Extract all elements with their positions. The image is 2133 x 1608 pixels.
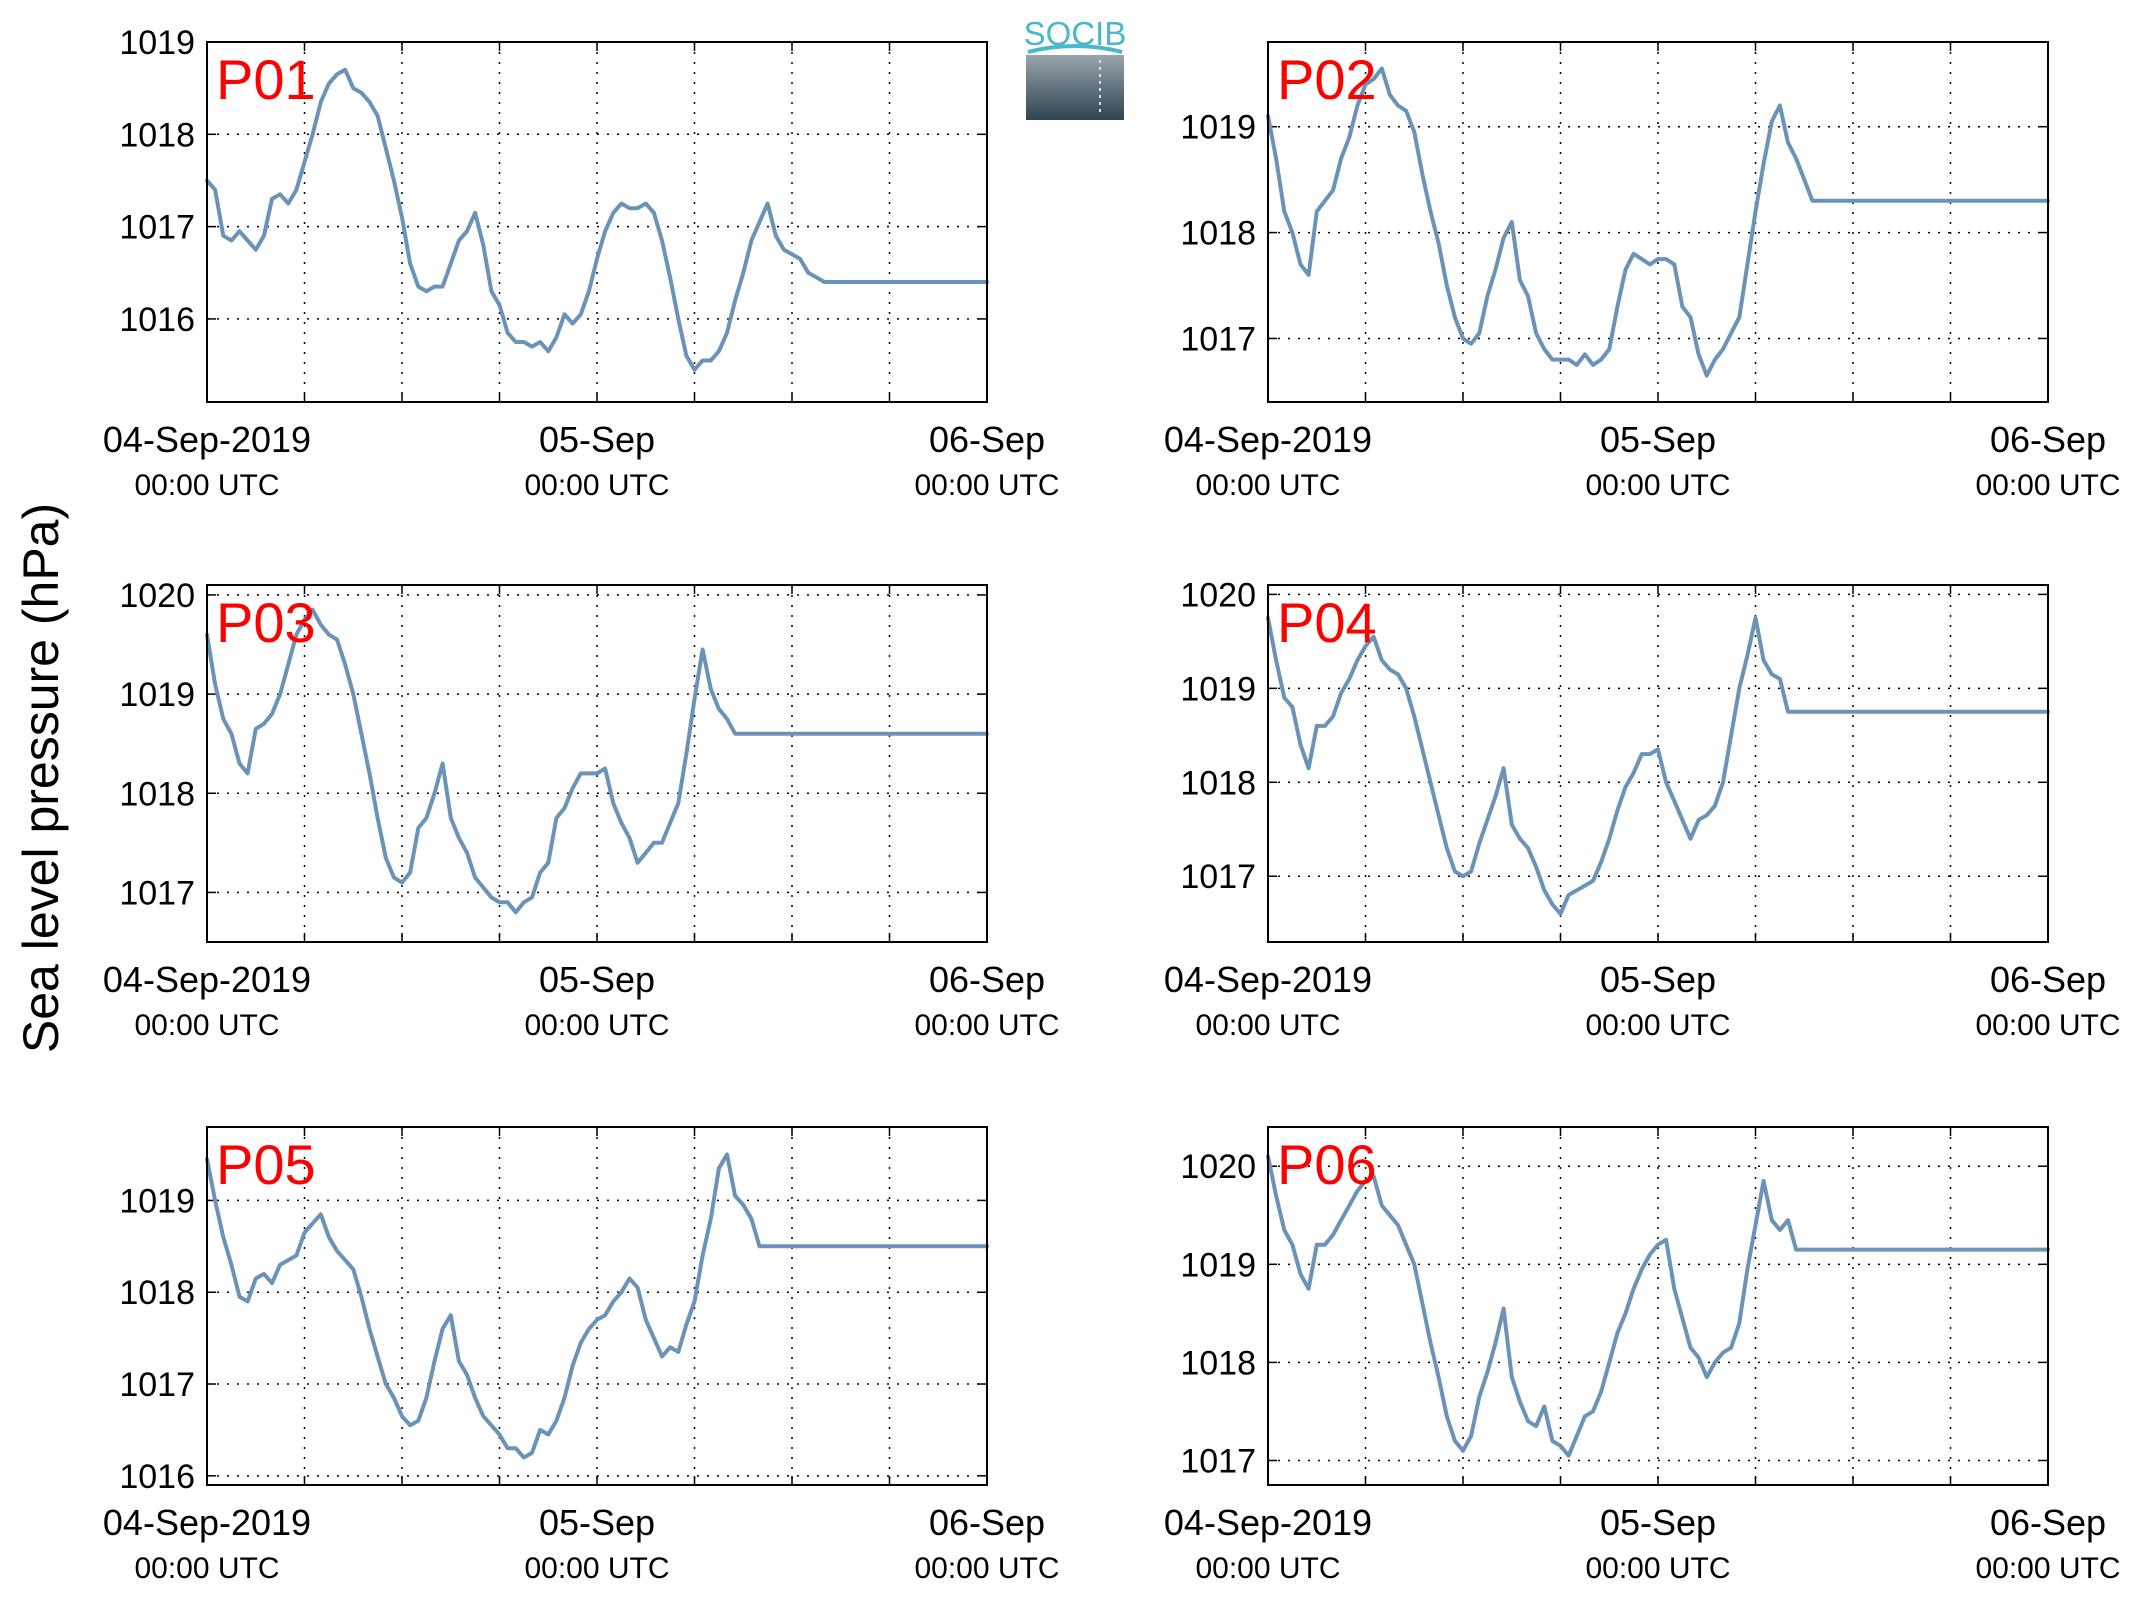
y-tick-label: 1020: [1180, 1148, 1256, 1186]
panel-label: P04: [1277, 591, 1377, 654]
chart-panel-p01: 1016 1017 1018 1019 04-Sep-2019 00:00 UTC 05-S…: [103, 24, 1060, 502]
x-tick-label-time: 00:00 UTC: [134, 1009, 279, 1042]
panel-label: P05: [216, 1133, 316, 1196]
y-tick-label: 1017: [1180, 858, 1256, 896]
x-tick-label-time: 00:00 UTC: [1585, 469, 1730, 502]
x-tick-label-date: 04-Sep-2019: [1164, 419, 1372, 460]
plot-area: [1268, 1127, 2048, 1485]
y-tick-label: 1019: [1180, 1246, 1256, 1284]
series-line-p04: [1266, 615, 2050, 916]
series-line-p06: [1266, 1154, 2050, 1458]
y-tick-label: 1017: [119, 874, 195, 912]
x-tick-label-time: 00:00 UTC: [134, 1552, 279, 1585]
logo-wave-icon: [1027, 44, 1123, 54]
x-tick-label-time: 00:00 UTC: [1195, 469, 1340, 502]
chart-panel-p05: 1016 1017 1018 1019 04-Sep-2019 00:00 UTC 05-S…: [103, 1126, 1060, 1585]
x-tick-label-date: 06-Sep: [1990, 419, 2106, 460]
y-tick-label: 1017: [119, 1366, 195, 1404]
x-tick-label-time: 00:00 UTC: [524, 1552, 669, 1585]
x-tick-label-date: 05-Sep: [539, 419, 655, 460]
panel-label: P01: [216, 48, 316, 111]
x-tick-label-date: 04-Sep-2019: [1164, 959, 1372, 1000]
y-tick-label: 1018: [119, 1274, 195, 1312]
y-tick-label: 1018: [119, 775, 195, 813]
x-tick-label-time: 00:00 UTC: [1975, 1009, 2120, 1042]
y-tick-label: 1018: [1180, 764, 1256, 802]
x-tick-label-date: 04-Sep-2019: [103, 959, 311, 1000]
y-tick-label: 1019: [1180, 670, 1256, 708]
series-line-p03: [205, 607, 989, 915]
chart-panel-p02: 1017 1018 1019 04-Sep-2019 00:00 UTC 05-Sep 00…: [1164, 41, 2121, 502]
x-tick-label-time: 00:00 UTC: [524, 1009, 669, 1042]
axes-frame: [206, 1126, 988, 1486]
x-tick-label-date: 04-Sep-2019: [103, 419, 311, 460]
x-tick-label-time: 00:00 UTC: [1975, 469, 2120, 502]
y-tick-label: 1019: [119, 676, 195, 714]
x-tick-label-time: 00:00 UTC: [1975, 1552, 2120, 1585]
x-tick-label-time: 00:00 UTC: [134, 469, 279, 502]
axes-frame: [1267, 41, 2049, 403]
axes-frame: [1267, 584, 2049, 943]
y-tick-label: 1019: [119, 24, 195, 62]
x-tick-label-date: 06-Sep: [1990, 959, 2106, 1000]
x-tick-label-date: 04-Sep-2019: [1164, 1502, 1372, 1543]
chart-panel-p06: 1017 1018 1019 1020 04-Sep-2019 00:00 UTC 05-S…: [1164, 1126, 2121, 1585]
panel-label: P02: [1277, 48, 1377, 111]
x-tick-label-date: 05-Sep: [1600, 959, 1716, 1000]
series-line-p05: [205, 1152, 989, 1460]
x-tick-label-date: 06-Sep: [1990, 1502, 2106, 1543]
y-tick-label: 1018: [1180, 1344, 1256, 1382]
x-tick-label-time: 00:00 UTC: [1195, 1009, 1340, 1042]
x-tick-label-time: 00:00 UTC: [914, 1552, 1059, 1585]
x-tick-label-time: 00:00 UTC: [524, 469, 669, 502]
x-tick-label-time: 00:00 UTC: [1585, 1009, 1730, 1042]
axes-frame: [1267, 1126, 2049, 1486]
socib-logo: SOCIB: [1024, 15, 1126, 120]
y-tick-label: 1017: [1180, 320, 1256, 358]
chart-panel-p04: 1017 1018 1019 1020 04-Sep-2019 00:00 UTC 05-S…: [1164, 576, 2121, 1042]
chart-panel-p03: 1017 1018 1019 1020 04-Sep-2019 00:00 UTC 05-S…: [103, 577, 1060, 1042]
y-tick-label: 1019: [119, 1182, 195, 1220]
x-tick-label-date: 05-Sep: [1600, 419, 1716, 460]
axes-frame: [206, 41, 988, 403]
y-tick-label: 1016: [119, 1458, 195, 1496]
y-tick-label: 1018: [119, 116, 195, 154]
y-tick-label: 1017: [119, 209, 195, 247]
plot-area: [1268, 585, 2048, 942]
y-axis-label: Sea level pressure (hPa): [13, 503, 69, 1053]
series-line-p01: [205, 67, 989, 372]
x-tick-label-date: 05-Sep: [539, 1502, 655, 1543]
x-tick-label-date: 06-Sep: [929, 959, 1045, 1000]
x-tick-label-time: 00:00 UTC: [914, 1009, 1059, 1042]
x-tick-label-time: 00:00 UTC: [1195, 1552, 1340, 1585]
x-tick-label-time: 00:00 UTC: [1585, 1552, 1730, 1585]
series-line-p02: [1266, 66, 2050, 378]
plot-area: [207, 1127, 987, 1485]
x-tick-label-time: 00:00 UTC: [914, 469, 1059, 502]
axes-frame: [206, 584, 988, 943]
y-tick-label: 1018: [1180, 215, 1256, 253]
x-tick-label-date: 04-Sep-2019: [103, 1502, 311, 1543]
x-tick-label-date: 06-Sep: [929, 1502, 1045, 1543]
x-tick-label-date: 05-Sep: [1600, 1502, 1716, 1543]
y-tick-label: 1016: [119, 301, 195, 339]
logo-block: [1026, 55, 1124, 120]
y-tick-label: 1017: [1180, 1442, 1256, 1480]
y-tick-label: 1020: [1180, 576, 1256, 614]
y-tick-label: 1020: [119, 577, 195, 615]
y-tick-label: 1019: [1180, 109, 1256, 147]
x-tick-label-date: 06-Sep: [929, 419, 1045, 460]
plot-area: [207, 585, 987, 942]
panel-label: P03: [216, 591, 316, 654]
x-tick-label-date: 05-Sep: [539, 959, 655, 1000]
panel-label: P06: [1277, 1133, 1377, 1196]
